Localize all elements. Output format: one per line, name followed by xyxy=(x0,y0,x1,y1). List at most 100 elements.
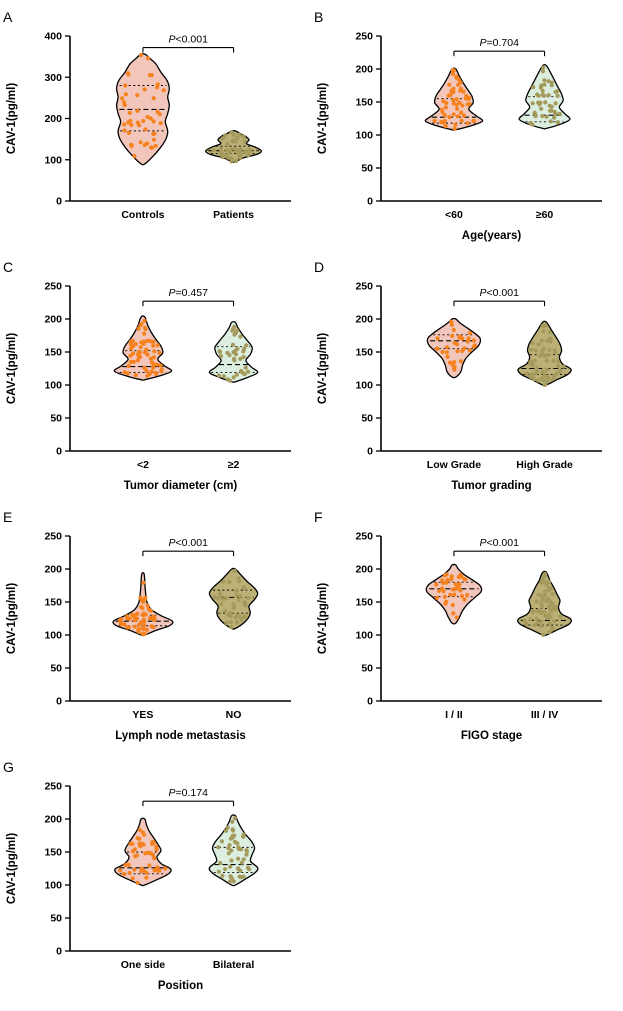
data-dot xyxy=(135,93,140,98)
data-dot xyxy=(131,359,136,364)
data-dot xyxy=(125,625,130,630)
data-dot xyxy=(550,601,555,606)
data-dot xyxy=(232,146,237,151)
data-dot xyxy=(232,324,237,329)
data-dot xyxy=(226,851,231,856)
data-dot xyxy=(462,597,467,602)
group-label: ≥60 xyxy=(536,209,554,221)
y-tick-label: 300 xyxy=(44,72,62,84)
group-label: I / II xyxy=(445,709,463,721)
data-dot xyxy=(233,348,238,353)
data-dot xyxy=(141,580,146,585)
data-dot xyxy=(459,593,465,599)
data-dot xyxy=(552,348,557,353)
data-dot xyxy=(535,92,540,97)
data-dot xyxy=(151,365,156,370)
data-dot xyxy=(236,597,241,603)
data-dot xyxy=(132,867,137,872)
y-tick-label: 50 xyxy=(50,413,62,425)
y-tick-label: 50 xyxy=(361,663,373,675)
data-dot xyxy=(453,122,458,127)
data-dot xyxy=(547,620,552,625)
data-dot xyxy=(127,870,132,876)
data-dot xyxy=(541,632,546,637)
data-dot xyxy=(130,338,135,344)
y-tick-label: 0 xyxy=(56,696,62,708)
dot-swarm xyxy=(120,53,166,159)
data-dot xyxy=(434,582,439,587)
data-dot xyxy=(151,625,156,630)
data-dot xyxy=(238,594,243,599)
panel-svg-A: A 0 100 200 300 400 CAV-1(pg/ml) Controls Patien… xyxy=(3,9,291,221)
dot-swarm xyxy=(522,572,563,637)
data-dot xyxy=(122,370,127,375)
data-dot xyxy=(539,604,545,609)
y-tick-label: 100 xyxy=(355,630,373,642)
data-dot xyxy=(241,585,246,590)
data-dot xyxy=(244,849,249,854)
data-dot xyxy=(152,615,157,620)
y-tick-label: 250 xyxy=(355,281,373,293)
y-tick-label: 100 xyxy=(355,130,373,142)
data-dot xyxy=(539,619,544,624)
data-dot xyxy=(135,352,141,357)
y-tick-label: 0 xyxy=(56,446,62,458)
data-dot xyxy=(130,344,135,349)
data-dot xyxy=(553,111,558,116)
data-dot xyxy=(232,839,237,844)
data-dot xyxy=(539,624,544,629)
data-dot xyxy=(130,849,136,854)
data-dot xyxy=(135,108,140,113)
group-label: High Grade xyxy=(516,459,573,471)
data-dot xyxy=(458,80,463,85)
data-dot xyxy=(152,131,157,136)
y-tick-label: 250 xyxy=(355,531,373,543)
data-dot xyxy=(228,836,233,841)
data-dot xyxy=(455,342,460,347)
y-tick-label: 200 xyxy=(355,64,373,76)
data-dot xyxy=(547,579,552,584)
data-dot xyxy=(536,592,541,597)
data-dot xyxy=(555,371,560,376)
data-dot xyxy=(538,609,543,614)
data-dot xyxy=(472,343,477,348)
data-dot xyxy=(158,363,163,368)
data-dot xyxy=(241,615,246,620)
data-dot xyxy=(229,876,234,881)
y-tick-label: 100 xyxy=(355,380,373,392)
data-dot xyxy=(241,354,246,360)
data-dot xyxy=(550,592,555,597)
p-value-label: P=0.457 xyxy=(169,287,209,299)
data-dot xyxy=(534,369,539,374)
data-dot xyxy=(542,82,547,87)
data-dot xyxy=(436,588,442,593)
dot-swarm xyxy=(434,572,470,620)
data-dot xyxy=(540,88,545,94)
data-dot xyxy=(241,857,246,862)
data-dot xyxy=(542,78,547,83)
data-dot xyxy=(464,94,469,99)
data-dot xyxy=(454,615,459,620)
data-dot xyxy=(532,110,537,115)
data-dot xyxy=(444,350,449,355)
data-dot xyxy=(542,373,547,378)
violin-panel-C: C 0 50 100 150 200 250 CAV-1(pg/ml) <2 ≥2 P=0.457 T… xyxy=(0,256,311,506)
data-dot xyxy=(467,348,472,353)
data-dot xyxy=(450,362,455,367)
data-dot xyxy=(218,591,223,596)
p-value-label: P=0.174 xyxy=(169,787,209,799)
data-dot xyxy=(531,609,536,614)
data-dot xyxy=(229,858,234,863)
y-axis-title: CAV-1(pg/ml) xyxy=(317,583,329,655)
y-axis-title: CAV-1(pg/ml) xyxy=(6,833,18,905)
violin-panel-G: G 0 50 100 150 200 250 CAV-1(pg/ml) One side Bila… xyxy=(0,756,311,1006)
data-dot xyxy=(447,115,452,120)
data-dot xyxy=(157,868,162,873)
data-dot xyxy=(122,622,127,627)
data-dot xyxy=(432,118,437,123)
data-dot xyxy=(226,846,231,851)
data-dot xyxy=(140,612,145,618)
data-dot xyxy=(442,113,447,118)
data-dot xyxy=(238,868,243,873)
data-dot xyxy=(233,352,239,357)
